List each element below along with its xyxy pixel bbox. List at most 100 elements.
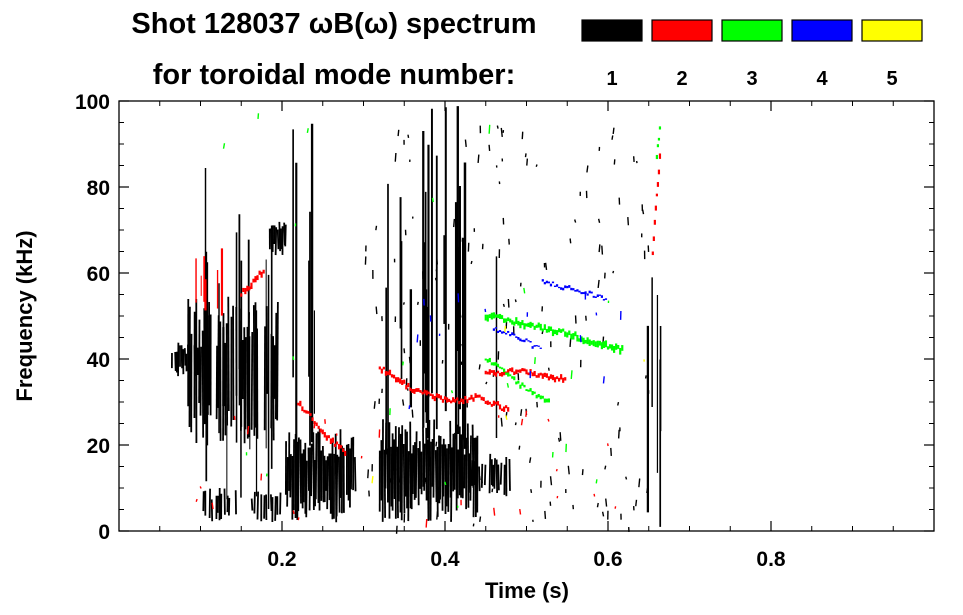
spectral-dot bbox=[596, 502, 599, 508]
spectral-dot bbox=[535, 164, 538, 168]
spectral-feature-mode-1 bbox=[292, 123, 316, 446]
spectral-dot bbox=[292, 510, 295, 515]
x-tick-label: 0.2 bbox=[267, 548, 296, 571]
legend: 1 2 3 4 5 bbox=[581, 19, 923, 90]
spectral-stroke bbox=[253, 491, 256, 514]
spectral-dot bbox=[559, 432, 562, 441]
spectral-stroke bbox=[286, 457, 289, 507]
spectral-stroke bbox=[250, 331, 254, 430]
x-tick-label: 0.4 bbox=[430, 548, 460, 571]
spectral-stroke bbox=[493, 458, 496, 489]
spectral-dot bbox=[367, 469, 370, 479]
spectral-dot bbox=[534, 357, 536, 364]
spectral-dot bbox=[375, 306, 378, 315]
spectral-dot bbox=[569, 337, 572, 347]
spectral-dot bbox=[464, 139, 467, 148]
spectral-stroke bbox=[312, 432, 315, 510]
spectral-dot bbox=[557, 437, 561, 442]
spectral-feature-mode-2 bbox=[240, 269, 265, 297]
spectral-dot bbox=[246, 426, 250, 435]
spectral-dot bbox=[195, 498, 198, 502]
y-axis-label: Frequency (kHz) bbox=[12, 230, 37, 401]
spectral-feature-mode-2 bbox=[484, 367, 567, 383]
spectral-dot bbox=[595, 479, 598, 484]
spectral-feature-mode-3 bbox=[484, 312, 624, 355]
spectral-stroke bbox=[483, 464, 487, 486]
spectral-stroke bbox=[198, 351, 201, 367]
spectral-dot bbox=[520, 409, 523, 416]
spectral-dot bbox=[435, 257, 439, 265]
spectral-dot bbox=[525, 410, 528, 417]
spectral-dot bbox=[401, 399, 405, 406]
spectral-dot bbox=[574, 219, 577, 223]
spectral-dot bbox=[505, 415, 508, 420]
spectral-dot bbox=[610, 447, 612, 456]
spectral-dot bbox=[555, 468, 558, 472]
spectral-dot bbox=[436, 511, 439, 520]
spectral-stroke bbox=[174, 352, 177, 371]
spectral-dot bbox=[605, 498, 608, 507]
spectral-dot bbox=[530, 489, 533, 494]
legend-swatch-mode-2 bbox=[651, 19, 713, 42]
spectral-dot bbox=[478, 364, 481, 370]
spectral-stroke bbox=[289, 454, 292, 498]
spectral-dot bbox=[526, 158, 529, 166]
spectral-dot bbox=[586, 165, 589, 173]
spectral-dot bbox=[601, 511, 605, 517]
spectral-dot bbox=[470, 260, 473, 265]
spectral-dot bbox=[398, 474, 401, 483]
spectral-dot bbox=[306, 128, 309, 134]
spectral-dot bbox=[425, 518, 428, 528]
spectral-stroke bbox=[301, 453, 304, 509]
spectral-stroke bbox=[199, 346, 202, 416]
spectral-stroke bbox=[256, 491, 259, 520]
spectral-dot bbox=[579, 335, 582, 343]
spectral-stroke bbox=[350, 437, 353, 490]
spectral-feature-mode-4 bbox=[541, 279, 608, 301]
spectral-dot bbox=[500, 127, 503, 138]
spectral-stroke bbox=[414, 431, 418, 498]
spectral-dot bbox=[644, 375, 647, 379]
spectral-dot bbox=[611, 135, 614, 140]
spectral-dot bbox=[426, 382, 429, 388]
spectral-dot bbox=[199, 486, 202, 489]
spectral-dot bbox=[488, 124, 491, 134]
spectral-stroke bbox=[469, 435, 472, 501]
spectral-dot bbox=[477, 154, 480, 163]
legend-label-mode-1: 1 bbox=[606, 68, 617, 90]
spectral-dot bbox=[460, 361, 463, 366]
spectral-feature-mode-2 bbox=[297, 400, 347, 456]
spectral-feature-mode-1 bbox=[202, 487, 282, 523]
spectral-stroke bbox=[427, 419, 431, 520]
spectral-dot bbox=[614, 506, 617, 509]
spectral-dot bbox=[450, 390, 454, 394]
y-tick-label: 0 bbox=[98, 521, 110, 544]
chart-title-line1: Shot 128037 ωB(ω) spectrum bbox=[131, 8, 536, 40]
x-tick-label: 0.8 bbox=[756, 548, 786, 571]
spectral-dot bbox=[638, 478, 641, 488]
spectral-stroke bbox=[337, 456, 341, 513]
spectral-dot bbox=[567, 465, 570, 475]
spectral-dot bbox=[602, 376, 605, 384]
spectral-stroke bbox=[270, 494, 273, 512]
legend-label-mode-3: 3 bbox=[746, 68, 757, 90]
spectral-dot bbox=[544, 262, 548, 271]
spectral-feature-mode-4 bbox=[408, 292, 622, 410]
spectral-stroke bbox=[272, 336, 275, 441]
spectral-feature-mode-2 bbox=[195, 410, 617, 528]
spectral-stroke bbox=[442, 438, 445, 497]
spectral-feature-mode-3 bbox=[655, 126, 662, 160]
spectral-dot bbox=[523, 287, 526, 294]
spectral-dot bbox=[570, 370, 573, 380]
chart-title-line2: for toroidal mode number: bbox=[153, 59, 516, 91]
spectral-dot bbox=[402, 302, 405, 305]
spectral-dot bbox=[627, 216, 630, 226]
spectral-dot bbox=[635, 499, 638, 507]
spectral-feature-mode-4 bbox=[492, 327, 542, 349]
spectral-feature-mode-3 bbox=[484, 357, 551, 403]
spectral-stroke bbox=[432, 419, 436, 498]
spectral-dot bbox=[371, 475, 374, 484]
spectral-dot bbox=[407, 134, 410, 139]
spectral-dot bbox=[411, 409, 414, 418]
spectral-stroke bbox=[508, 458, 511, 491]
